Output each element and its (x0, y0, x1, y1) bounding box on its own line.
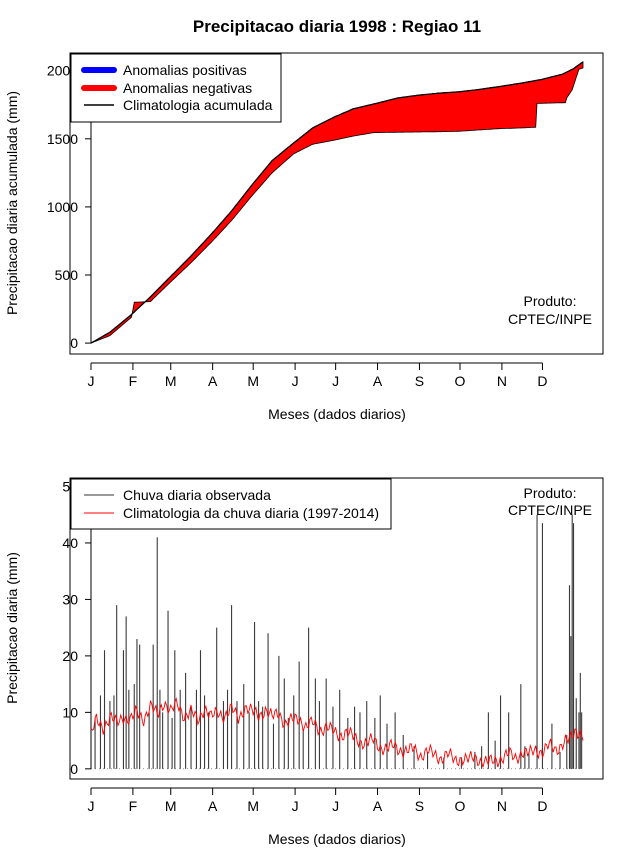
daily-climatology-line (90, 696, 584, 768)
x-tick-label: A (208, 798, 218, 814)
legend-positive-label: Anomalias positivas (123, 62, 247, 78)
y-tick-label: 0 (70, 761, 78, 777)
x-tick-label: S (415, 798, 424, 814)
x-tick-label: J (292, 373, 299, 389)
accumulated-note-line1: Produto: (524, 293, 577, 309)
x-tick-label: O (455, 798, 466, 814)
x-tick-label: S (415, 373, 424, 389)
daily-note-line2: CPTEC/INPE (508, 502, 592, 518)
daily-legend: Chuva diaria observada Climatologia da c… (70, 478, 392, 530)
accumulated-y-axis-label: Precipitacao diaria acumulada (mm) (4, 91, 20, 315)
x-tick-label: J (88, 373, 95, 389)
x-tick-label: J (292, 798, 299, 814)
accumulated-legend: Anomalias positivas Anomalias negativas … (70, 53, 282, 123)
x-tick-label: M (165, 798, 177, 814)
chart-title: Precipitacao diaria 1998 : Regiao 11 (193, 17, 481, 36)
x-tick-label: F (129, 798, 138, 814)
y-tick-label: 500 (55, 267, 79, 283)
y-tick-label: 0 (70, 335, 78, 351)
daily-note-line1: Produto: (524, 485, 577, 501)
x-tick-label: N (497, 798, 507, 814)
x-tick-label: N (497, 373, 507, 389)
climatology-line (90, 61, 584, 344)
legend-negative-label: Anomalias negativas (123, 80, 252, 96)
accumulated-x-axis-label: Meses (dados diarios) (268, 406, 406, 422)
daily-x-axis-label: Meses (dados diarios) (268, 831, 406, 847)
y-tick-label: 1000 (47, 199, 78, 215)
legend-daily-climatology-label: Climatologia da chuva diaria (1997-2014) (123, 505, 379, 521)
daily-legend-box (70, 478, 392, 530)
x-tick-label: A (373, 373, 383, 389)
x-tick-label: A (208, 373, 218, 389)
x-tick-label: M (165, 373, 177, 389)
x-tick-label: D (537, 373, 547, 389)
accumulated-note-line2: CPTEC/INPE (508, 311, 592, 327)
y-tick-label: 1500 (47, 131, 78, 147)
x-tick-label: A (373, 798, 383, 814)
x-tick-label: O (455, 373, 466, 389)
x-tick-label: J (332, 798, 339, 814)
x-tick-label: M (247, 798, 259, 814)
daily-y-axis-label: Precipitacao diaria (mm) (4, 552, 20, 704)
legend-observed-label: Chuva diaria observada (123, 487, 271, 503)
x-tick-label: J (88, 798, 95, 814)
accumulated-plot-frame (69, 52, 604, 355)
x-tick-label: M (247, 373, 259, 389)
daily-plot-frame (69, 477, 604, 780)
x-tick-label: F (129, 373, 138, 389)
legend-climatology-label: Climatologia acumulada (123, 97, 273, 113)
x-tick-label: J (332, 373, 339, 389)
x-tick-label: D (537, 798, 547, 814)
